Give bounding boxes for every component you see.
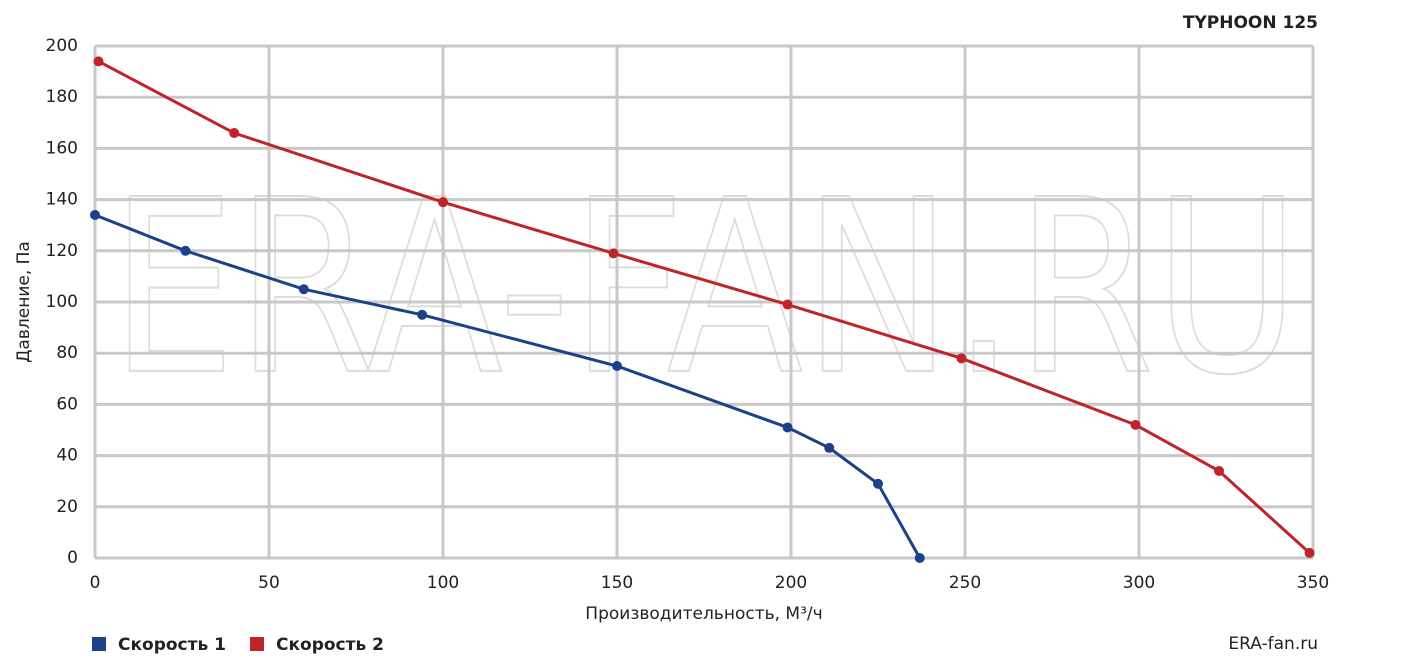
y-tick-label: 120: [46, 241, 78, 261]
watermark: ERA-FAN.RU: [110, 148, 1300, 428]
x-axis-label: Производительность, М³/ч: [585, 604, 822, 624]
data-point: [438, 197, 448, 208]
x-tick-label: 150: [601, 573, 633, 593]
x-tick-label: 0: [90, 573, 101, 593]
data-point: [608, 248, 619, 259]
data-point: [782, 422, 793, 433]
data-point: [298, 284, 309, 295]
y-tick-label: 180: [46, 87, 78, 107]
data-point: [782, 299, 793, 310]
x-tick-label: 250: [949, 573, 981, 593]
y-tick-label: 140: [46, 190, 78, 210]
data-point: [180, 245, 191, 256]
x-tick-label: 100: [427, 573, 459, 593]
y-tick-label: 80: [56, 343, 78, 363]
data-point: [1130, 419, 1141, 430]
legend-label: Скорость 1: [118, 635, 226, 655]
chart-title: TYPHOON 125: [1183, 13, 1318, 33]
data-point: [229, 128, 240, 139]
data-point: [90, 209, 100, 220]
y-tick-label: 0: [67, 548, 78, 568]
x-tick-label: 300: [1123, 573, 1155, 593]
data-point: [612, 361, 622, 371]
data-point: [956, 353, 967, 364]
data-point: [1214, 465, 1225, 476]
y-tick-label: 200: [46, 36, 78, 56]
legend-swatch: [92, 637, 106, 651]
data-point: [914, 553, 925, 563]
y-tick-label: 60: [56, 394, 78, 414]
legend-swatch: [250, 637, 264, 651]
source: ERA-fan.ru: [1228, 634, 1318, 654]
data-point: [93, 56, 104, 67]
data-point: [824, 442, 835, 453]
y-tick-label: 100: [46, 292, 78, 312]
data-point: [417, 309, 428, 320]
legend-label: Скорость 2: [276, 635, 384, 655]
data-point: [873, 478, 883, 489]
data-point: [1304, 547, 1315, 558]
x-tick-label: 350: [1297, 573, 1329, 593]
y-axis-label: Давление, Па: [14, 241, 34, 363]
x-tick-label: 50: [258, 573, 280, 593]
y-tick-label: 160: [46, 138, 78, 158]
y-tick-label: 20: [56, 497, 78, 517]
x-tick-label: 200: [775, 573, 807, 593]
y-tick-label: 40: [56, 446, 78, 466]
